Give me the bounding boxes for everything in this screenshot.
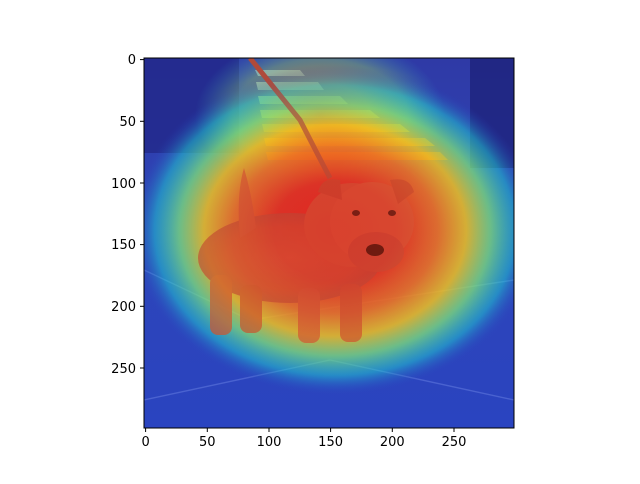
y-tick: 200 (111, 300, 144, 315)
svg-text:50: 50 (119, 115, 136, 130)
svg-text:150: 150 (318, 435, 343, 450)
x-tick: 200 (380, 428, 405, 450)
svg-text:200: 200 (380, 435, 405, 450)
x-tick: 50 (199, 428, 216, 450)
svg-text:0: 0 (128, 53, 136, 68)
y-tick: 100 (111, 177, 144, 192)
y-tick: 150 (111, 238, 144, 253)
svg-text:50: 50 (199, 435, 216, 450)
svg-text:100: 100 (111, 177, 136, 192)
svg-text:100: 100 (257, 435, 282, 450)
svg-text:0: 0 (141, 435, 149, 450)
svg-text:150: 150 (111, 238, 136, 253)
x-tick: 0 (141, 428, 150, 450)
svg-text:250: 250 (442, 435, 467, 450)
x-tick: 150 (318, 428, 343, 450)
axes-frame (143, 57, 515, 429)
svg-text:250: 250 (111, 362, 136, 377)
x-tick: 100 (257, 428, 282, 450)
svg-text:200: 200 (111, 300, 136, 315)
y-tick: 50 (119, 115, 144, 130)
y-axis: 0 50 100 150 200 250 (111, 53, 144, 377)
x-tick: 250 (442, 428, 467, 450)
y-tick: 0 (128, 53, 144, 68)
x-axis: 0 50 100 150 200 250 (141, 428, 466, 450)
image-area (144, 58, 514, 428)
y-tick: 250 (111, 362, 144, 377)
